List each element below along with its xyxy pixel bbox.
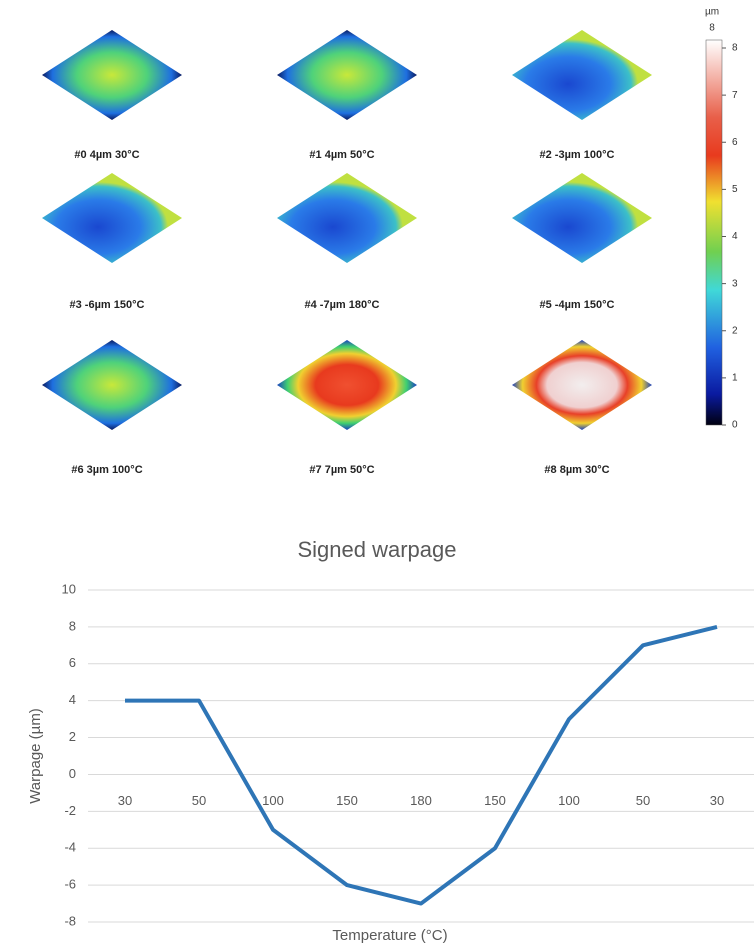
- warpage-map: [277, 173, 417, 263]
- x-tick-label: 150: [336, 793, 358, 808]
- colorbar-tick-label: 0: [732, 420, 738, 431]
- x-tick-label: 50: [636, 793, 650, 808]
- panel-label: #7 7µm 50°C: [309, 464, 374, 476]
- warpage-map: [512, 173, 652, 263]
- warpage-map: [42, 340, 182, 430]
- colorbar-tick-label: 5: [732, 184, 738, 195]
- x-tick-label: 150: [484, 793, 506, 808]
- panel-label: #0 4µm 30°C: [74, 149, 139, 161]
- y-axis-label: Warpage (µm): [27, 708, 44, 804]
- y-tick-label: 8: [69, 618, 76, 633]
- y-tick-label: -8: [64, 913, 76, 928]
- panel-label: #1 4µm 50°C: [309, 149, 374, 161]
- y-tick-label: -2: [64, 803, 76, 818]
- panel-label: #6 3µm 100°C: [71, 464, 142, 476]
- colorbar: [705, 39, 723, 426]
- data-line: [125, 624, 718, 906]
- colorbar-tick-label: 3: [732, 278, 738, 289]
- y-tick-label: -6: [64, 877, 76, 892]
- x-tick-label: 50: [192, 793, 206, 808]
- y-tick-label: 10: [62, 581, 76, 596]
- y-tick-label: 4: [69, 692, 76, 707]
- colorbar-max: 8: [709, 23, 715, 34]
- x-tick-label: 100: [558, 793, 580, 808]
- x-tick-label: 30: [710, 793, 724, 808]
- colorbar-tick-label: 2: [732, 325, 738, 336]
- chart-title: Signed warpage: [297, 537, 456, 562]
- x-tick-label: 100: [262, 793, 284, 808]
- colorbar-unit: µm: [705, 7, 719, 18]
- colorbar-tick-label: 4: [732, 231, 738, 242]
- colorbar-tick-label: 1: [732, 373, 738, 384]
- colorbar-tick-label: 7: [732, 90, 738, 101]
- panel-label: #2 -3µm 100°C: [540, 149, 615, 161]
- x-tick-label: 30: [118, 793, 132, 808]
- y-tick-label: 6: [69, 655, 76, 670]
- colorbar-tick-label: 6: [732, 137, 738, 148]
- panel-label: #8 8µm 30°C: [544, 464, 609, 476]
- x-tick-label: 180: [410, 793, 432, 808]
- panel-label: #3 -6µm 150°C: [70, 299, 145, 311]
- y-tick-label: 2: [69, 729, 76, 744]
- colorbar-tick-label: 8: [732, 43, 738, 54]
- warpage-map: [277, 30, 417, 120]
- warpage-map: [512, 30, 652, 120]
- panel-label: #4 -7µm 180°C: [305, 299, 380, 311]
- warpage-map: [512, 340, 652, 430]
- warpage-map: [42, 173, 182, 263]
- panel-label: #5 -4µm 150°C: [540, 299, 615, 311]
- y-tick-label: -4: [64, 840, 76, 855]
- warpage-map: [277, 340, 417, 430]
- x-axis-label: Temperature (°C): [332, 927, 447, 944]
- warpage-map: [42, 30, 182, 120]
- panels: #0 4µm 30°C #1 4µm 50°C #2 -3µm 100°C #3 -6…: [42, 30, 652, 476]
- y-tick-label: 0: [69, 766, 76, 781]
